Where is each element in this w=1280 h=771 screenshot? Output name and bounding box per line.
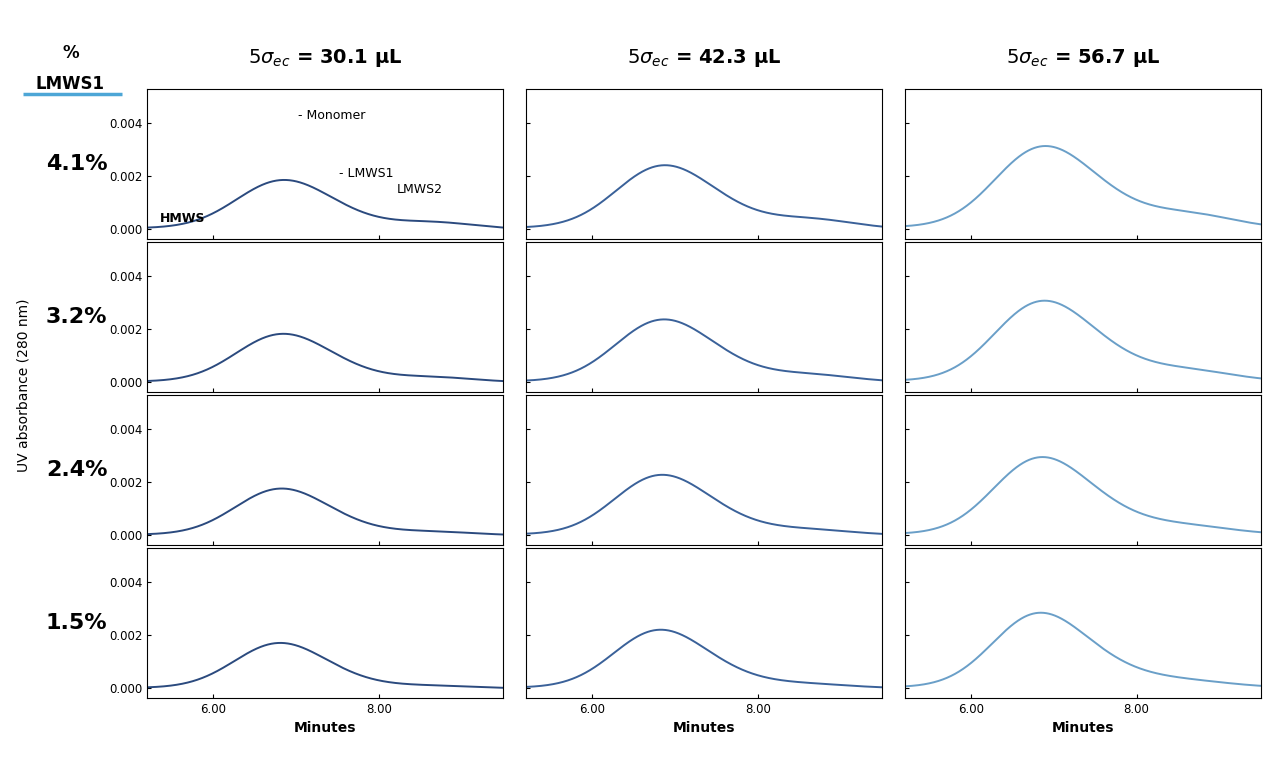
Text: LMWS2: LMWS2 bbox=[397, 183, 443, 196]
Text: - Monomer: - Monomer bbox=[298, 109, 365, 122]
Text: 3.2%: 3.2% bbox=[46, 307, 108, 327]
Text: 2.4%: 2.4% bbox=[46, 460, 108, 480]
Text: UV absorbance (280 nm): UV absorbance (280 nm) bbox=[17, 298, 29, 473]
X-axis label: Minutes: Minutes bbox=[1052, 721, 1114, 736]
Text: LMWS1: LMWS1 bbox=[36, 75, 105, 93]
X-axis label: Minutes: Minutes bbox=[673, 721, 735, 736]
Text: %: % bbox=[63, 44, 78, 62]
Text: 1.5%: 1.5% bbox=[46, 613, 108, 633]
Text: - LMWS1: - LMWS1 bbox=[339, 167, 394, 180]
Text: HMWS: HMWS bbox=[160, 212, 205, 225]
Text: $5\sigma_{ec}$ = 42.3 μL: $5\sigma_{ec}$ = 42.3 μL bbox=[627, 47, 781, 69]
Text: $5\sigma_{ec}$ = 30.1 μL: $5\sigma_{ec}$ = 30.1 μL bbox=[248, 47, 402, 69]
Text: $5\sigma_{ec}$ = 56.7 μL: $5\sigma_{ec}$ = 56.7 μL bbox=[1006, 47, 1160, 69]
Text: 4.1%: 4.1% bbox=[46, 153, 108, 173]
X-axis label: Minutes: Minutes bbox=[294, 721, 356, 736]
